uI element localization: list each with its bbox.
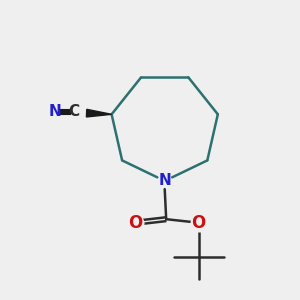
- Polygon shape: [86, 109, 112, 117]
- Text: C: C: [69, 104, 80, 119]
- Text: O: O: [128, 214, 142, 232]
- Text: N: N: [158, 173, 171, 188]
- Text: N: N: [48, 104, 61, 119]
- Text: O: O: [191, 214, 206, 232]
